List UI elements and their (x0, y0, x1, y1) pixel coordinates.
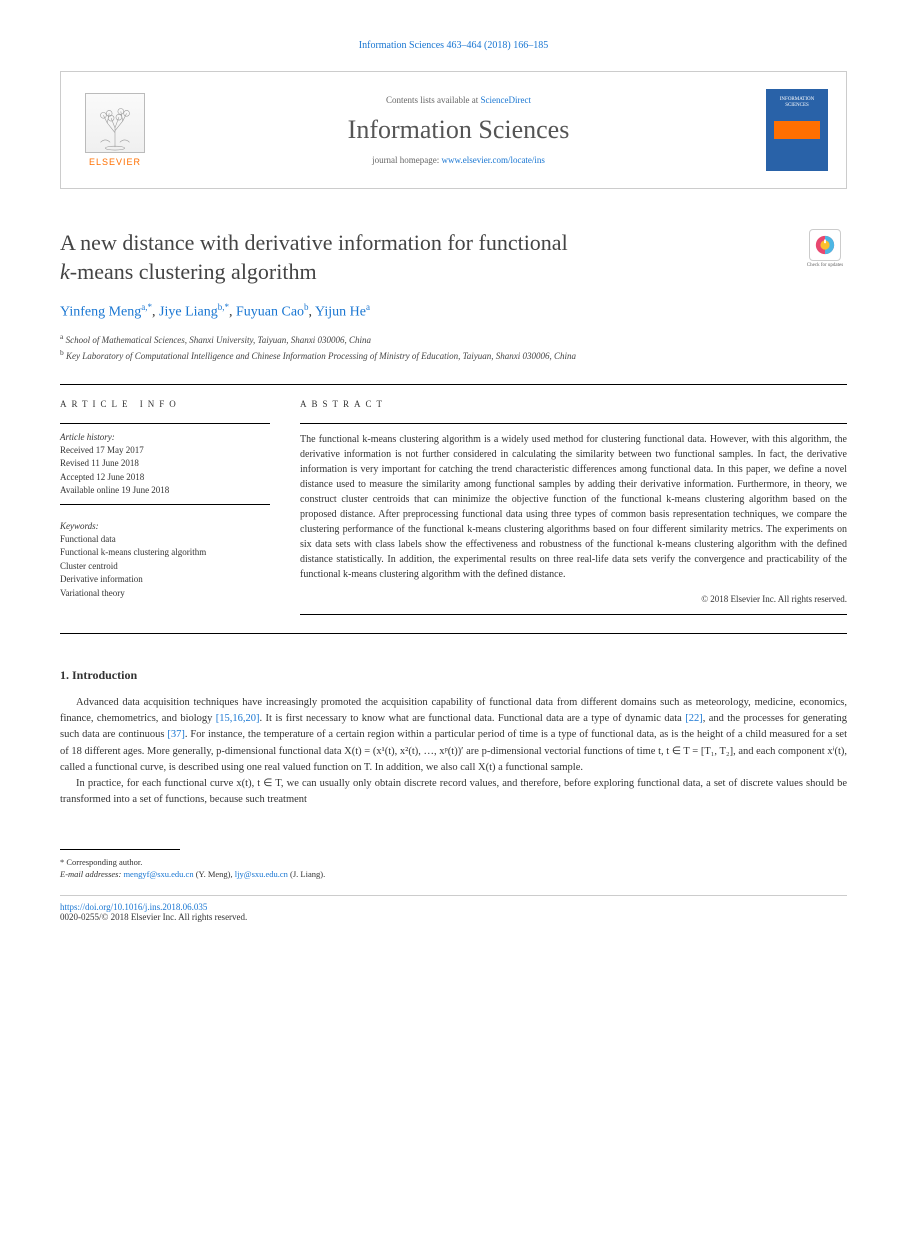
history-accepted: Accepted 12 June 2018 (60, 471, 270, 485)
intro-para-2: In practice, for each functional curve x… (60, 776, 847, 809)
abstract-bottom-divider (300, 614, 847, 615)
keyword-1: Functional k-means clustering algorithm (60, 546, 270, 560)
email-2-name: (J. Liang). (288, 869, 325, 879)
introduction-heading: 1. Introduction (60, 668, 847, 683)
abstract-copyright: © 2018 Elsevier Inc. All rights reserved… (300, 594, 847, 604)
info-divider (60, 423, 270, 424)
doi-line: https://doi.org/10.1016/j.ins.2018.06.03… (60, 902, 847, 912)
homepage-line: journal homepage: www.elsevier.com/locat… (151, 155, 766, 165)
keyword-0: Functional data (60, 533, 270, 547)
ref-37[interactable]: [37] (167, 729, 185, 740)
info-abstract-row: ARTICLE INFO Article history: Received 1… (60, 399, 847, 623)
ref-22[interactable]: [22] (685, 713, 703, 724)
author-1[interactable]: Yinfeng Meng (60, 305, 141, 320)
abstract-column: ABSTRACT The functional k-means clusteri… (300, 399, 847, 623)
contents-prefix: Contents lists available at (386, 95, 480, 105)
divider-top (60, 384, 847, 385)
article-info-column: ARTICLE INFO Article history: Received 1… (60, 399, 270, 623)
title-k: k (60, 259, 70, 284)
elsevier-logo: ELSEVIER (79, 86, 151, 174)
affiliation-b: b Key Laboratory of Computational Intell… (60, 347, 847, 364)
keywords-label: Keywords: (60, 521, 270, 531)
keyword-3: Derivative information (60, 573, 270, 587)
cover-title-text: INFORMATION SCIENCES (770, 97, 824, 109)
history-received: Received 17 May 2017 (60, 444, 270, 458)
author-3-sup: b (304, 302, 309, 312)
journal-title: Information Sciences (151, 115, 766, 145)
journal-homepage-link[interactable]: www.elsevier.com/locate/ins (442, 155, 545, 165)
check-for-updates-badge[interactable]: Check for updates (803, 229, 847, 273)
elsevier-text: ELSEVIER (89, 157, 141, 167)
intro-para-1: Advanced data acquisition techniques hav… (60, 695, 847, 776)
sciencedirect-link[interactable]: ScienceDirect (481, 95, 531, 105)
author-2-sup: b,* (218, 302, 229, 312)
journal-reference-line: Information Sciences 463–464 (2018) 166–… (60, 40, 847, 51)
email-label: E-mail addresses: (60, 869, 123, 879)
article-info-heading: ARTICLE INFO (60, 399, 270, 409)
header-center: Contents lists available at ScienceDirec… (151, 95, 766, 165)
journal-cover-thumbnail: INFORMATION SCIENCES (766, 89, 828, 171)
keyword-4: Variational theory (60, 587, 270, 601)
authors-line: Yinfeng Menga,*, Jiye Liangb,*, Fuyuan C… (60, 302, 847, 321)
page-footer: https://doi.org/10.1016/j.ins.2018.06.03… (60, 895, 847, 922)
intro-p1-b: . It is first necessary to know what are… (260, 713, 686, 724)
history-revised: Revised 11 June 2018 (60, 457, 270, 471)
author-2[interactable]: Jiye Liang (159, 305, 218, 320)
history-label: Article history: (60, 432, 270, 442)
email-2[interactable]: ljy@sxu.edu.cn (235, 869, 288, 879)
cover-orange-band (774, 121, 820, 139)
abstract-divider (300, 423, 847, 424)
corresponding-author-note: * Corresponding author. (60, 856, 847, 869)
journal-header-box: ELSEVIER Contents lists available at Sci… (60, 71, 847, 189)
doi-link[interactable]: https://doi.org/10.1016/j.ins.2018.06.03… (60, 902, 207, 912)
author-1-sup: a,* (141, 302, 152, 312)
affiliation-a: a School of Mathematical Sciences, Shanx… (60, 331, 847, 348)
contents-available-line: Contents lists available at ScienceDirec… (151, 95, 766, 105)
footnote-divider (60, 849, 180, 850)
ref-15-16-20[interactable]: [15,16,20] (216, 713, 260, 724)
abstract-text: The functional k-means clustering algori… (300, 432, 847, 582)
email-1[interactable]: mengyf@sxu.edu.cn (123, 869, 193, 879)
article-title: A new distance with derivative informati… (60, 229, 783, 286)
article-title-row: A new distance with derivative informati… (60, 229, 847, 286)
crossmark-icon (809, 229, 841, 261)
title-line-2-rest: -means clustering algorithm (70, 259, 317, 284)
keyword-2: Cluster centroid (60, 560, 270, 574)
affiliations: a School of Mathematical Sciences, Shanx… (60, 331, 847, 364)
divider-bottom (60, 633, 847, 634)
author-4-sup: a (366, 302, 370, 312)
history-online: Available online 19 June 2018 (60, 484, 270, 498)
author-4[interactable]: Yijun He (315, 305, 366, 320)
check-updates-label: Check for updates (807, 263, 843, 268)
title-line-1: A new distance with derivative informati… (60, 230, 568, 255)
author-3[interactable]: Fuyuan Cao (236, 305, 304, 320)
issn-copyright-line: 0020-0255/© 2018 Elsevier Inc. All right… (60, 912, 847, 922)
keywords-divider (60, 504, 270, 505)
homepage-prefix: journal homepage: (372, 155, 441, 165)
email-line: E-mail addresses: mengyf@sxu.edu.cn (Y. … (60, 868, 847, 881)
elsevier-tree-icon (85, 93, 145, 153)
abstract-heading: ABSTRACT (300, 399, 847, 409)
email-1-name: (Y. Meng), (194, 869, 235, 879)
